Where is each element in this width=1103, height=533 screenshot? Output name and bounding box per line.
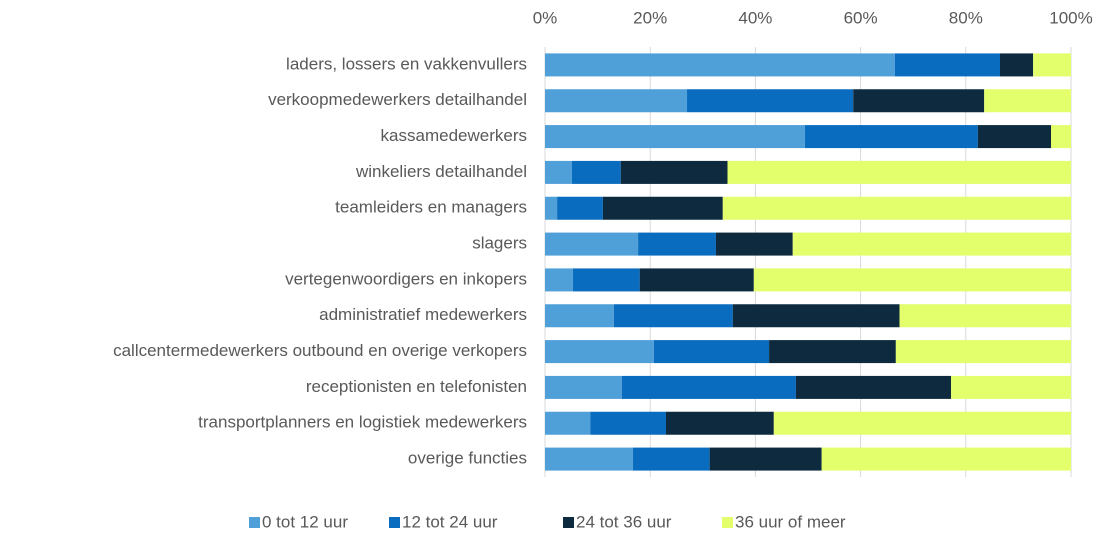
- y-tick-label: slagers: [472, 234, 527, 253]
- bar-segment: [753, 268, 1071, 292]
- legend-label: 0 tot 12 uur: [262, 512, 348, 531]
- bar-segment: [545, 340, 654, 364]
- y-tick-label: overige functies: [408, 449, 527, 468]
- bar-segment: [545, 89, 688, 113]
- bar-segment: [545, 53, 895, 77]
- bar-segment: [620, 160, 728, 184]
- bar-segment: [557, 196, 603, 220]
- bar-segment: [821, 447, 1071, 471]
- bar-segment: [545, 447, 633, 471]
- y-tick-label: transportplanners en logistiek medewerke…: [198, 413, 527, 432]
- bar-segment: [545, 196, 558, 220]
- bar-segment: [727, 160, 1071, 184]
- bar-segment: [899, 304, 1071, 328]
- x-tick-label: 20%: [633, 8, 667, 27]
- bar-segment: [632, 447, 710, 471]
- x-tick-label: 60%: [844, 8, 878, 27]
- legend-swatch: [722, 517, 733, 528]
- bar-segment: [732, 304, 900, 328]
- bar-segment: [722, 196, 1071, 220]
- bar-segment: [804, 125, 978, 149]
- bar-segment: [687, 89, 854, 113]
- bar-segment: [572, 268, 640, 292]
- y-tick-label: laders, lossers en vakkenvullers: [286, 54, 527, 73]
- y-tick-label: vertegenwoordigers en inkopers: [285, 269, 527, 288]
- y-tick-label: kassamedewerkers: [381, 126, 527, 145]
- bar-segment: [773, 411, 1071, 435]
- bar-segment: [545, 125, 805, 149]
- y-tick-label: winkeliers detailhandel: [355, 162, 527, 181]
- bar-segment: [545, 160, 572, 184]
- bar-segment: [602, 196, 723, 220]
- bar-segment: [795, 375, 952, 399]
- bar-segment: [853, 89, 985, 113]
- x-tick-label: 40%: [738, 8, 772, 27]
- y-tick-label: callcentermedewerkers outbound en overig…: [113, 341, 527, 360]
- legend-label: 24 tot 36 uur: [576, 512, 672, 531]
- legend-label: 12 tot 24 uur: [402, 512, 498, 531]
- bar-segment: [977, 125, 1052, 149]
- bar-segment: [545, 375, 622, 399]
- bar-segment: [653, 340, 770, 364]
- bar-segment: [545, 268, 573, 292]
- bar-segment: [545, 304, 614, 328]
- bar-segment: [545, 232, 639, 256]
- legend-swatch: [563, 517, 574, 528]
- bar-segment: [709, 447, 822, 471]
- legend-swatch: [389, 517, 400, 528]
- bar-segment: [639, 268, 754, 292]
- bar-segment: [999, 53, 1034, 77]
- bar-segment: [638, 232, 716, 256]
- bar-segment: [590, 411, 666, 435]
- y-tick-label: receptionisten en telefonisten: [306, 377, 527, 396]
- y-tick-label: verkoopmedewerkers detailhandel: [268, 90, 527, 109]
- legend-label: 36 uur of meer: [735, 512, 846, 531]
- bar-segment: [613, 304, 733, 328]
- bar-segment: [895, 340, 1071, 364]
- bar-segment: [792, 232, 1071, 256]
- bar-segment: [1051, 125, 1071, 149]
- x-tick-label: 80%: [949, 8, 983, 27]
- bar-segment: [984, 89, 1071, 113]
- bar-segment: [769, 340, 896, 364]
- bar-segment: [894, 53, 1000, 77]
- bar-segment: [571, 160, 621, 184]
- x-tick-label: 100%: [1049, 8, 1092, 27]
- bar-segment: [665, 411, 774, 435]
- bar-segment: [715, 232, 793, 256]
- y-tick-label: teamleiders en managers: [335, 198, 527, 217]
- bar-segment: [1033, 53, 1071, 77]
- bar-segment: [621, 375, 796, 399]
- x-tick-label: 0%: [533, 8, 558, 27]
- legend-swatch: [249, 517, 260, 528]
- bar-segment: [545, 411, 591, 435]
- bar-segment: [951, 375, 1071, 399]
- y-tick-label: administratief medewerkers: [319, 305, 527, 324]
